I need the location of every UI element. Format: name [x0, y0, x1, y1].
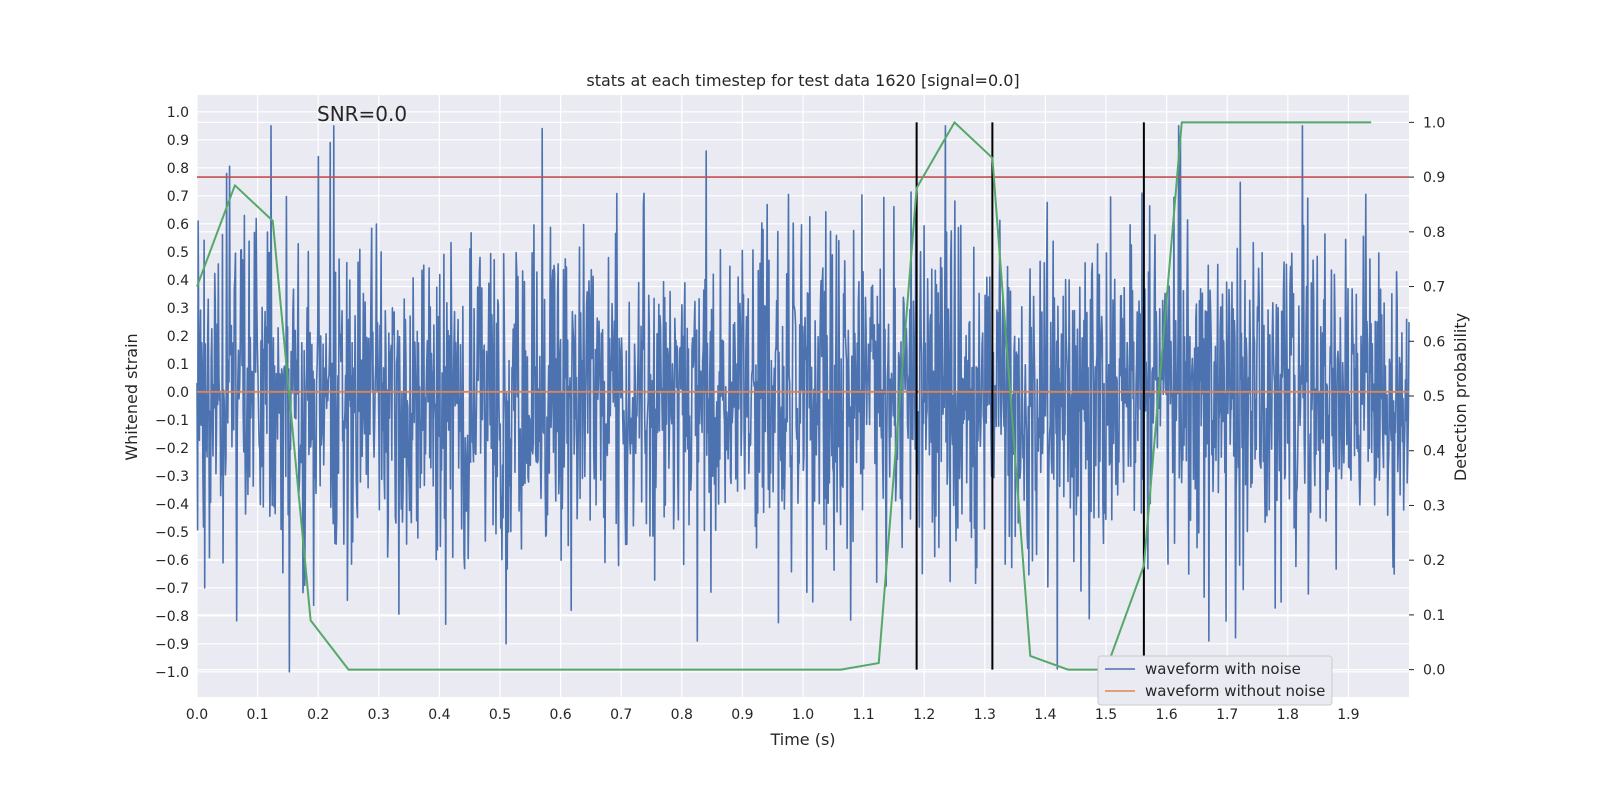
y-left-tick-label: −0.1: [155, 413, 189, 429]
x-tick-label: 0.8: [671, 707, 693, 723]
x-tick-label: 1.8: [1277, 707, 1299, 723]
y-right-tick-label: 0.8: [1423, 225, 1445, 241]
y-left-tick-label: 0.4: [167, 273, 189, 289]
x-axis-label: Time (s): [769, 730, 835, 749]
y-left-tick-label: 1.0: [167, 105, 189, 121]
x-tick-label: 0.2: [307, 707, 329, 723]
detection-probability-line: [196, 121, 1372, 671]
y-left-tick-label: 0.1: [167, 357, 189, 373]
y-left-tick-label: 0.5: [167, 245, 189, 261]
x-tick-label: 1.5: [1095, 707, 1117, 723]
y-right-tick-label: 0.6: [1423, 334, 1445, 350]
x-tick-label: 1.9: [1337, 707, 1359, 723]
legend-label-clean: waveform without noise: [1145, 682, 1325, 700]
y-right-tick-label: 0.3: [1423, 498, 1445, 514]
y-left-tick-label: 0.0: [167, 385, 189, 401]
x-tick-label: 0.0: [186, 707, 208, 723]
y-left-tick-label: 0.3: [167, 301, 189, 317]
y-left-tick-label: −0.5: [155, 525, 189, 541]
y-left-tick-label: −0.3: [155, 469, 189, 485]
y-right-tick-label: 0.4: [1423, 444, 1445, 460]
x-tick-label: 1.1: [852, 707, 874, 723]
y-left-tick-label: −1.0: [155, 665, 189, 681]
y-left-tick-label: 0.6: [167, 217, 189, 233]
y-left-tick-label: −0.4: [155, 497, 189, 513]
legend-label-noisy: waveform with noise: [1145, 660, 1301, 678]
x-tick-label: 0.6: [549, 707, 571, 723]
x-tick-label: 0.4: [428, 707, 450, 723]
legend: waveform with noise waveform without noi…: [1097, 655, 1333, 706]
x-tick-label: 1.3: [974, 707, 996, 723]
y-left-tick-label: −0.2: [155, 441, 189, 457]
y-axis-right-label: Detection probability: [1451, 313, 1470, 481]
y-right-tick-label: 0.1: [1423, 608, 1445, 624]
legend-box: [1097, 655, 1333, 706]
x-tick-label: 1.7: [1216, 707, 1238, 723]
chart-title: stats at each timestep for test data 162…: [586, 71, 1019, 90]
y-right-tick-label: 0.5: [1423, 389, 1445, 405]
x-tick-label: 0.9: [731, 707, 753, 723]
x-tick-label: 0.5: [489, 707, 511, 723]
tick-layer: 0.0 0.1 0.2 0.3 0.4 0.5 0.6 0.7 0.8 0.9 1.0 1.1 1.2 1…: [155, 105, 1445, 723]
x-tick-label: 0.3: [368, 707, 390, 723]
x-tick-label: 1.2: [913, 707, 935, 723]
x-tick-label: 1.6: [1155, 707, 1177, 723]
x-tick-label: 0.1: [246, 707, 268, 723]
y-left-tick-label: 0.7: [167, 189, 189, 205]
y-left-tick-label: −0.8: [155, 609, 189, 625]
overlay-layer: [196, 121, 1409, 671]
y-left-tick-label: 0.9: [167, 133, 189, 149]
y-right-tick-label: 0.2: [1423, 553, 1445, 569]
y-right-tick-label: 1.0: [1423, 115, 1445, 131]
y-right-tick-label: 0.7: [1423, 280, 1445, 296]
noisy-waveform-series: [196, 125, 1410, 673]
y-axis-left-label: Whitened strain: [122, 333, 141, 460]
noisy-waveform-line: [196, 125, 1410, 673]
y-right-tick-label: 0.9: [1423, 170, 1445, 186]
y-left-tick-label: −0.6: [155, 553, 189, 569]
y-left-tick-label: 0.2: [167, 329, 189, 345]
snr-annotation: SNR=0.0: [317, 102, 407, 126]
x-tick-label: 1.4: [1034, 707, 1056, 723]
x-tick-label: 0.7: [610, 707, 632, 723]
y-left-tick-label: −0.9: [155, 637, 189, 653]
y-left-tick-label: −0.7: [155, 581, 189, 597]
x-tick-label: 1.0: [792, 707, 814, 723]
y-right-tick-label: 0.0: [1423, 663, 1445, 679]
y-left-tick-label: 0.8: [167, 161, 189, 177]
